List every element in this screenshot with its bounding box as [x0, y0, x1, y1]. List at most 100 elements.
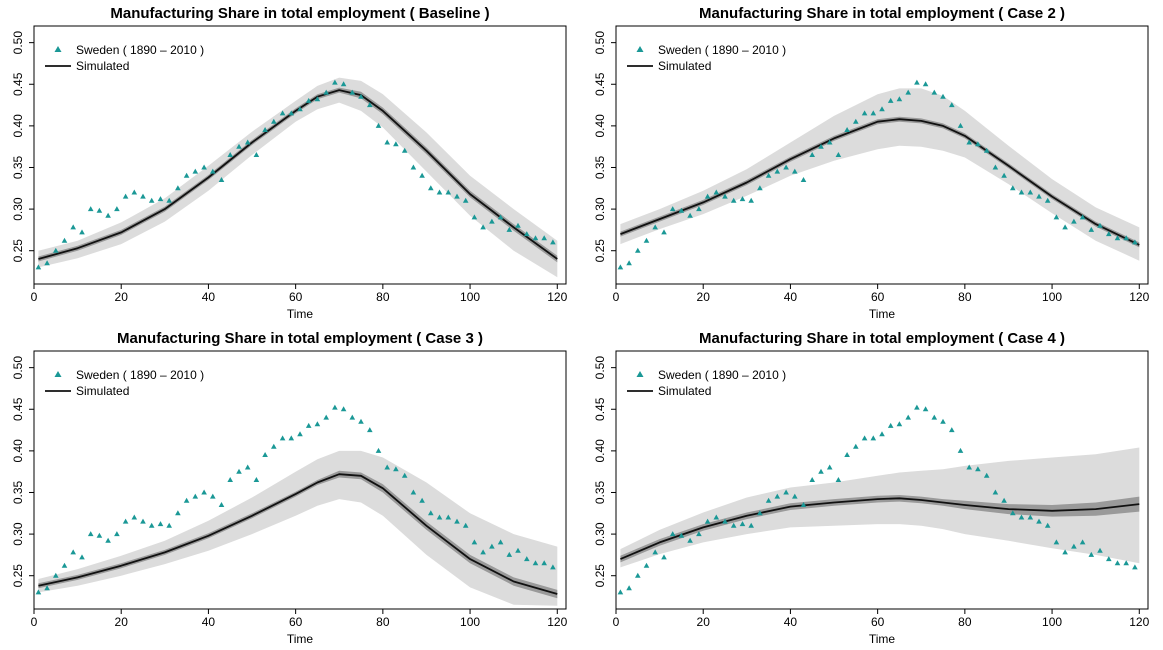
data-point-sweden: [288, 435, 295, 441]
x-tick-label: 40: [202, 290, 216, 304]
y-tick-label: 0.30: [593, 197, 607, 221]
chart-case-2: Manufacturing Share in total employment …: [593, 5, 1150, 321]
data-point-sweden: [774, 168, 781, 174]
panel-case-3: Manufacturing Share in total employment …: [0, 325, 581, 650]
plot-frame: [615, 350, 1149, 610]
y-tick-label: 0.25: [593, 239, 607, 263]
x-tick-label: 100: [460, 615, 480, 629]
data-point-sweden: [305, 422, 312, 428]
data-point-sweden: [992, 164, 999, 170]
data-point-sweden: [792, 168, 798, 174]
data-point-sweden: [305, 97, 312, 103]
data-point-sweden: [436, 514, 443, 520]
data-point-sweden: [340, 406, 347, 412]
data-point-sweden: [44, 585, 50, 591]
data-point-sweden: [192, 168, 199, 174]
x-tick-label: 20: [697, 290, 711, 304]
chart-title: Manufacturing Share in total employment …: [117, 330, 483, 347]
x-tick-label: 20: [115, 290, 129, 304]
data-point-sweden: [722, 518, 728, 524]
data-point-sweden: [1036, 518, 1042, 524]
data-point-sweden: [314, 96, 321, 102]
legend-label-sweden: Sweden ( 1890 – 2010 ): [76, 368, 204, 382]
data-point-sweden: [870, 435, 877, 441]
data-point-sweden: [532, 235, 539, 241]
data-point-sweden: [175, 510, 181, 516]
data-point-sweden: [792, 493, 798, 499]
x-tick-label: 0: [613, 290, 620, 304]
data-point-sweden: [384, 464, 390, 470]
x-tick-label: 60: [289, 290, 303, 304]
data-point-sweden: [201, 164, 207, 170]
data-point-sweden: [401, 472, 408, 478]
legend-label-simulated: Simulated: [76, 384, 129, 398]
legend: Sweden ( 1890 – 2010 ) Simulated: [45, 368, 204, 398]
data-point-sweden: [183, 497, 190, 503]
legend-label-sweden: Sweden ( 1890 – 2010 ): [658, 43, 786, 57]
data-point-sweden: [262, 452, 268, 457]
data-point-sweden: [861, 435, 868, 441]
data-point-sweden: [844, 452, 850, 457]
y-tick-label: 0.50: [593, 31, 607, 55]
data-point-sweden: [835, 152, 842, 157]
x-axis-label: Time: [287, 307, 314, 321]
data-point-sweden: [506, 226, 513, 232]
data-point-sweden: [105, 212, 111, 218]
data-point-sweden: [818, 468, 824, 474]
data-point-sweden: [696, 206, 702, 212]
data-point-sweden: [288, 110, 295, 116]
data-point-sweden: [1053, 214, 1060, 220]
data-point-sweden: [393, 466, 399, 472]
data-point-sweden: [122, 518, 129, 524]
data-point-sweden: [730, 197, 737, 203]
data-point-sweden: [696, 531, 702, 537]
data-point-sweden: [983, 147, 990, 153]
data-point-sweden: [401, 147, 408, 153]
data-point-sweden: [635, 572, 641, 578]
data-point-sweden: [765, 497, 772, 503]
data-point-sweden: [480, 224, 486, 230]
x-tick-label: 20: [697, 615, 711, 629]
data-point-sweden: [1088, 226, 1095, 232]
data-point-sweden: [340, 81, 347, 87]
data-point-sweden: [454, 193, 460, 199]
legend-label-simulated: Simulated: [76, 59, 129, 73]
data-point-sweden: [635, 247, 641, 253]
data-point-sweden: [271, 118, 277, 124]
data-point-sweden: [462, 197, 469, 203]
data-point-sweden: [1132, 239, 1138, 245]
legend-label-simulated: Simulated: [658, 59, 711, 73]
data-point-sweden: [70, 549, 76, 555]
data-point-sweden: [783, 164, 789, 170]
data-point-sweden: [140, 193, 146, 199]
data-point-sweden: [931, 89, 938, 95]
data-point-sweden: [748, 522, 754, 528]
data-point-sweden: [992, 489, 999, 495]
data-point-sweden: [183, 172, 190, 178]
x-axis-label: Time: [287, 632, 314, 646]
data-point-sweden: [1010, 510, 1016, 516]
confidence-band-outer: [620, 447, 1140, 568]
data-point-sweden: [1088, 551, 1095, 557]
data-point-sweden: [757, 510, 763, 516]
data-point-sweden: [704, 193, 711, 199]
data-point-sweden: [661, 554, 667, 560]
data-point-sweden: [349, 414, 356, 420]
data-point-sweden: [914, 79, 920, 85]
data-point-sweden: [471, 214, 478, 220]
data-point-sweden: [1123, 235, 1129, 241]
data-point-sweden: [1001, 172, 1007, 178]
data-point-sweden: [1071, 218, 1077, 224]
data-point-sweden: [1001, 497, 1007, 503]
legend-label-simulated: Simulated: [658, 384, 711, 398]
confidence-band-outer: [620, 88, 1140, 261]
y-tick-label: 0.40: [11, 439, 25, 463]
data-point-sweden: [244, 139, 251, 145]
data-point-sweden: [393, 141, 399, 147]
data-point-sweden: [818, 143, 824, 149]
data-point-sweden: [419, 497, 425, 503]
y-tick-label: 0.40: [593, 114, 607, 138]
chart-case-3: Manufacturing Share in total employment …: [11, 330, 568, 646]
x-tick-label: 120: [547, 615, 567, 629]
data-point-sweden: [957, 122, 964, 128]
